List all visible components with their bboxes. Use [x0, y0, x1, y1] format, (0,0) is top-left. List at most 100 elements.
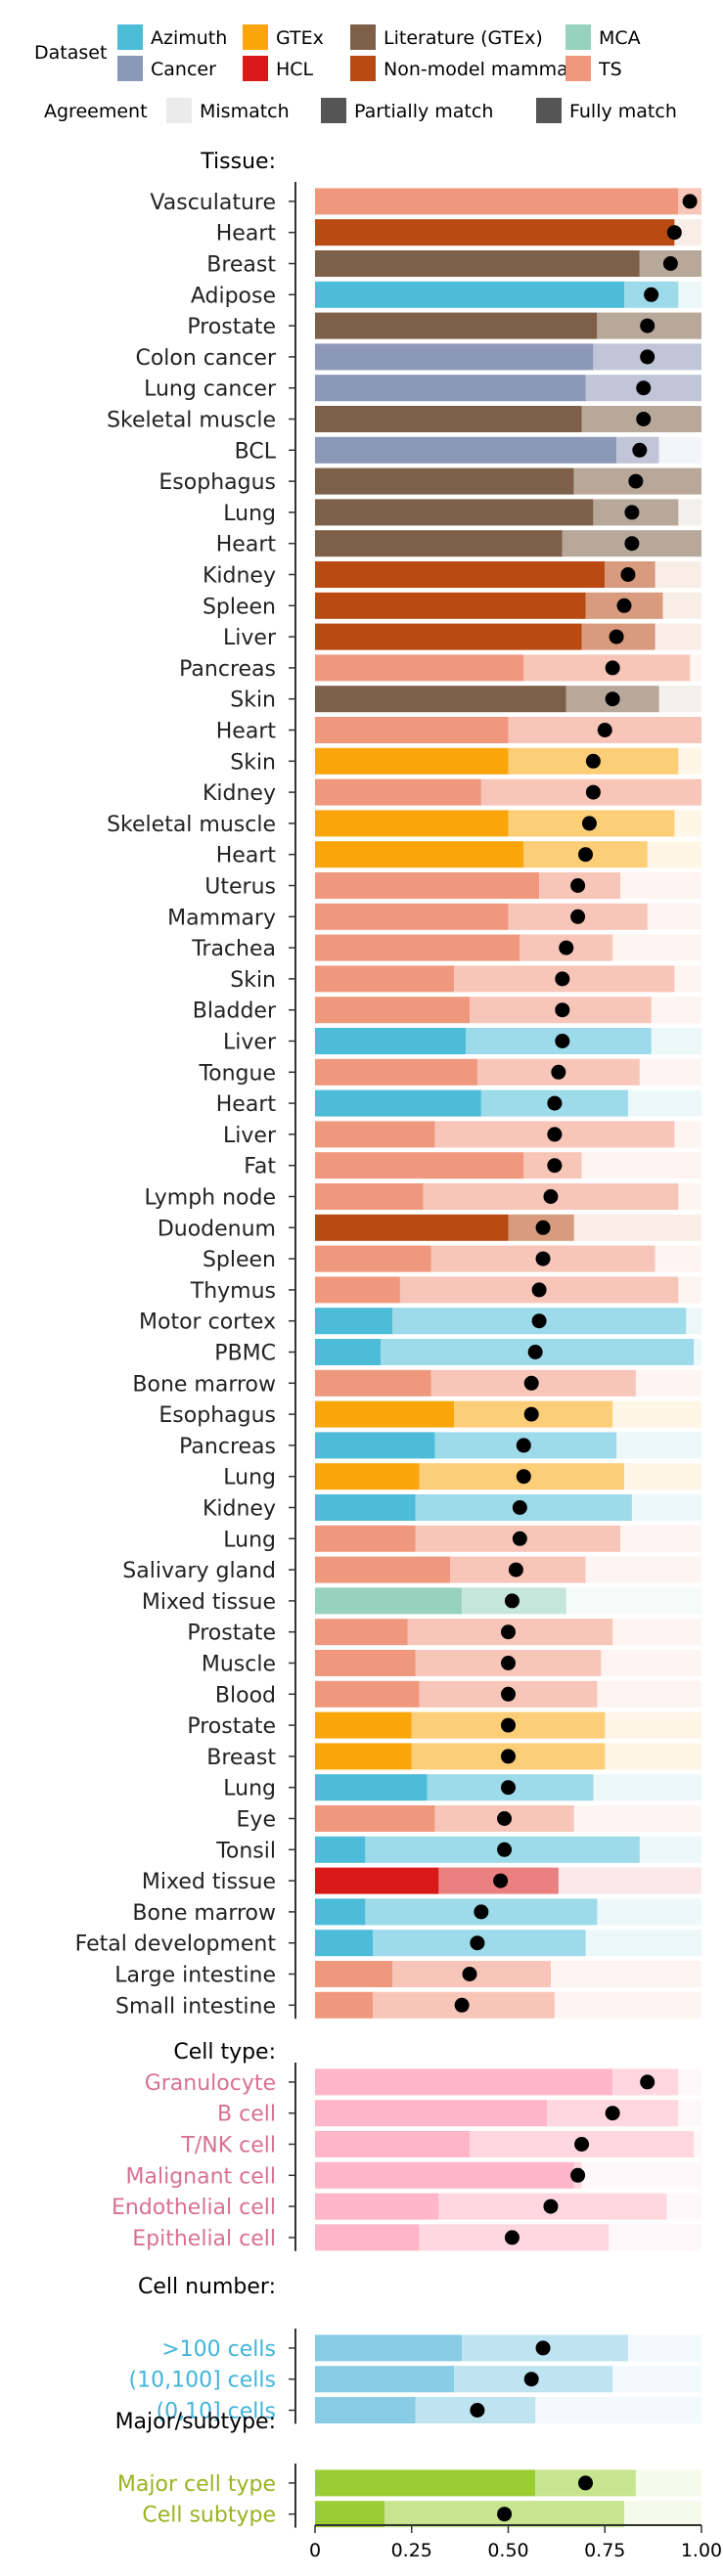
row-label: Liver: [223, 1031, 277, 1055]
mean-dot: [543, 2198, 559, 2214]
bar-full-match: [315, 841, 524, 868]
bar-full-match: [315, 1121, 435, 1148]
row-label: Heart: [216, 222, 277, 246]
legend-swatch-mismatch: [166, 98, 192, 123]
bar-full-match: [315, 592, 586, 619]
row-label: Bone marrow: [132, 1372, 276, 1397]
x-axis: 0 0.25 0.50 0.75 1.00: [309, 2524, 722, 2561]
bar-row-t-nk-cell: T/NK cell: [180, 2131, 701, 2158]
mean-dot: [628, 473, 644, 489]
bar-full-match: [315, 934, 520, 961]
bar-full-match: [315, 1650, 416, 1676]
row-label: BCL: [235, 439, 277, 464]
bar-row-10-100-cells: (10,100] cells: [129, 2366, 701, 2393]
row-label: Breast: [206, 253, 276, 278]
legend: Dataset Azimuth Cancer GTEx HCL Literature (…: [34, 24, 677, 123]
mean-dot: [640, 349, 655, 365]
bar-row-major-cell-type: Major cell type: [117, 2469, 701, 2497]
bar-row-fat: Fat: [244, 1152, 701, 1179]
x-tick-label: 1.00: [681, 2540, 722, 2561]
row-label: Tongue: [198, 1061, 276, 1086]
row-label: Kidney: [203, 1497, 276, 1522]
mean-dot: [640, 2074, 655, 2090]
bar-full-match: [315, 1089, 481, 1117]
row-label: Tonsil: [215, 1839, 276, 1863]
mean-dot: [620, 567, 636, 582]
legend-dataset-title: Dataset: [34, 42, 107, 64]
bar-full-match: [315, 499, 594, 526]
mean-dot: [578, 2475, 593, 2491]
mean-dot: [504, 1593, 520, 1609]
bar-row-prostate: Prostate: [187, 1619, 701, 1646]
row-label: Fetal development: [75, 1932, 277, 1957]
bar-full-match: [315, 2224, 420, 2251]
mean-dot: [535, 1220, 551, 1235]
mean-dot: [644, 287, 659, 302]
legend-label-gtex: GTEx: [276, 27, 324, 49]
row-label: Spleen: [203, 595, 276, 619]
bar-row-kidney: Kidney: [203, 561, 701, 589]
mean-dot: [581, 816, 597, 831]
bar-full-match: [315, 1028, 467, 1054]
legend-swatch-hcl: [243, 56, 268, 81]
row-label: Liver: [223, 1124, 277, 1148]
bar-full-match: [315, 903, 509, 930]
row-label: Skin: [230, 688, 276, 713]
bar-full-match: [315, 2334, 463, 2362]
bar-row-prostate: Prostate: [187, 312, 701, 339]
bar-full-match: [315, 1276, 400, 1304]
mean-dot: [585, 784, 601, 800]
bar-full-match: [315, 2193, 439, 2220]
bar-full-match: [315, 1245, 431, 1272]
bar-full-match: [315, 1494, 416, 1521]
bar-full-match: [315, 1711, 412, 1739]
mean-dot: [470, 2403, 485, 2418]
bar-row-pancreas: Pancreas: [179, 654, 701, 682]
legend-label-fully-match: Fully match: [569, 101, 677, 122]
section-cell-type: Cell type: Granulocyte B cell T/NK cell Mali…: [112, 2040, 701, 2251]
row-label: Heart: [216, 533, 277, 557]
bar-full-match: [315, 1432, 435, 1459]
mean-dot: [570, 2167, 586, 2183]
bar-row-spleen: Spleen: [203, 592, 701, 619]
row-label: Lung: [223, 1528, 276, 1552]
mean-dot: [570, 909, 586, 924]
section-cell-number: Cell number: >100 cells (10,100] cells (0,1…: [129, 2275, 701, 2424]
mean-dot: [454, 1997, 470, 2013]
mean-dot: [501, 1749, 516, 1764]
bar-row-duodenum: Duodenum: [158, 1214, 701, 1241]
plot-area: Tissue: Vasculature Heart Breast Adipose Pros…: [75, 150, 701, 2528]
legend-label-partially-match: Partially match: [354, 101, 493, 122]
bar-full-match: [315, 375, 586, 402]
bar-full-match: [315, 188, 679, 215]
row-label: Skeletal muscle: [107, 813, 276, 837]
row-label: Bladder: [193, 999, 277, 1024]
bar-full-match: [315, 778, 481, 806]
bar-row-skeletal-muscle: Skeletal muscle: [107, 810, 701, 837]
bar-full-match: [315, 467, 574, 495]
bar-row-bcl: BCL: [235, 436, 701, 464]
mean-dot: [523, 1406, 539, 1422]
section-tissue: Tissue: Vasculature Heart Breast Adipose Pros…: [75, 150, 701, 2019]
row-label: Uterus: [204, 875, 276, 900]
bar-row-lung: Lung: [223, 1525, 701, 1552]
legend-swatch-fully-match: [536, 98, 562, 123]
bar-row-endothelial-cell: Endothelial cell: [112, 2193, 701, 2220]
bar-row-tongue: Tongue: [198, 1058, 701, 1086]
bar-row-b-cell: B cell: [217, 2100, 701, 2127]
bar-full-match: [315, 1930, 374, 1957]
bar-row-liver: Liver: [223, 1121, 701, 1148]
legend-label-mismatch: Mismatch: [200, 101, 290, 122]
mean-dot: [605, 2106, 620, 2121]
bar-row-100-cells: >100 cells: [161, 2334, 701, 2362]
row-label: Kidney: [203, 564, 276, 589]
bar-full-match: [315, 1308, 392, 1335]
mean-dot: [516, 1469, 531, 1485]
bar-row-vasculature: Vasculature: [150, 188, 701, 215]
x-tick-label: 0.50: [487, 2540, 528, 2561]
bar-full-match: [315, 312, 598, 339]
row-label: Spleen: [203, 1248, 276, 1272]
mean-dot: [501, 1656, 516, 1670]
bar-full-match: [315, 810, 509, 837]
mean-dot: [636, 412, 652, 426]
